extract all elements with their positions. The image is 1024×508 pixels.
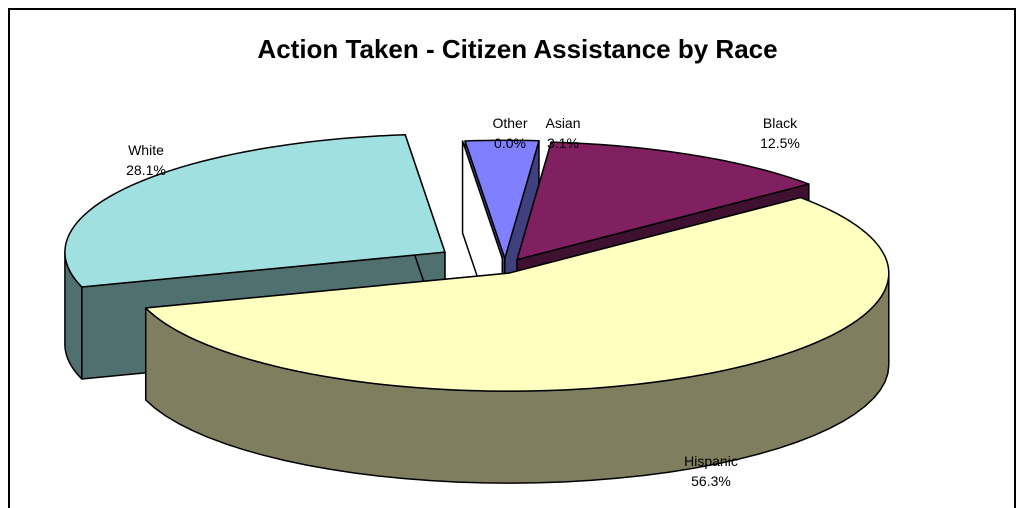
pie-label-hispanic: Hispanic xyxy=(684,453,738,469)
pie-label-black: Black xyxy=(763,115,798,131)
pie-value-other: 0.0% xyxy=(494,135,526,151)
pie-label-asian: Asian xyxy=(545,115,580,131)
pie-label-white: White xyxy=(128,142,164,158)
pie-label-other: Other xyxy=(492,115,527,131)
pie-value-black: 12.5% xyxy=(760,135,800,151)
pie-slice-hispanic xyxy=(144,196,890,484)
pie-value-hispanic: 56.3% xyxy=(691,473,731,489)
pie-slice-top xyxy=(64,134,446,288)
pie-slice-top xyxy=(464,139,540,260)
pie-value-white: 28.1% xyxy=(126,162,166,178)
pie-slice-top xyxy=(516,141,810,261)
pie-slice-top xyxy=(144,196,890,392)
chart-title: Action Taken - Citizen Assistance by Rac… xyxy=(257,34,778,64)
pie-value-asian: 3.1% xyxy=(547,135,579,151)
